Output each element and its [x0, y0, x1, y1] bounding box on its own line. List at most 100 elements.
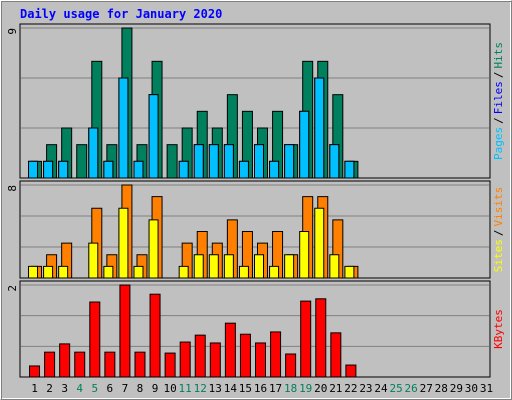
bar	[270, 331, 282, 378]
x-tick-label: 18	[284, 382, 297, 395]
legend-entry: Pages	[492, 127, 505, 160]
bar	[224, 322, 236, 378]
bar	[149, 293, 161, 378]
bar	[58, 265, 69, 279]
bar	[329, 254, 340, 279]
bar	[223, 254, 234, 279]
x-tick-label: 24	[374, 382, 388, 395]
bar	[166, 144, 178, 179]
bar	[254, 254, 264, 279]
x-tick-label: 4	[76, 382, 83, 395]
bar	[148, 94, 159, 179]
bar	[300, 300, 312, 378]
legend-separator: /	[492, 230, 505, 237]
bar	[148, 219, 159, 279]
bar	[284, 144, 295, 179]
x-tick-label: 29	[450, 382, 463, 395]
bar	[344, 265, 355, 279]
bar	[88, 127, 99, 179]
bar	[43, 160, 54, 179]
bar	[239, 333, 251, 378]
bar	[44, 351, 56, 378]
x-tick-label: 14	[224, 382, 238, 395]
bar	[103, 160, 114, 179]
x-tick-label: 15	[239, 382, 252, 395]
bar	[164, 352, 176, 378]
bar	[193, 254, 204, 279]
x-tick-label: 22	[344, 382, 357, 395]
bar	[223, 144, 234, 179]
bar	[269, 265, 280, 279]
bar	[133, 160, 144, 179]
x-tick-label: 12	[194, 382, 207, 395]
bar	[178, 160, 189, 179]
y-tick-label: 8	[6, 185, 19, 192]
bar	[269, 160, 280, 179]
bar	[314, 77, 325, 179]
legend: Pages / Files / Hits	[492, 42, 505, 160]
bar	[238, 160, 249, 179]
x-tick-label: 30	[465, 382, 478, 395]
legend-entry: Hits	[492, 42, 505, 69]
chart-title: Daily usage for January 2020	[20, 7, 222, 21]
bar	[345, 364, 357, 378]
legend: KBytes	[492, 309, 505, 349]
x-tick-label: 27	[420, 382, 433, 395]
bar	[118, 77, 129, 179]
bar	[104, 351, 116, 378]
bar	[179, 341, 191, 378]
bar	[284, 254, 295, 279]
bar	[330, 332, 342, 378]
x-tick-label: 20	[314, 382, 327, 395]
legend-entry: KBytes	[492, 309, 505, 349]
legend: Sites / Visits	[492, 187, 505, 273]
x-tick-label: 5	[91, 382, 98, 395]
bar	[43, 265, 54, 279]
legend-separator: /	[492, 72, 505, 79]
x-tick-label: 10	[163, 382, 176, 395]
bar	[208, 254, 219, 279]
y-tick-label: 9	[6, 28, 19, 35]
bar	[314, 207, 325, 279]
bar	[209, 342, 221, 378]
bar	[28, 265, 39, 279]
bar	[119, 284, 131, 378]
legend-entry: Sites	[492, 239, 505, 272]
x-tick-label: 6	[107, 382, 114, 395]
bar	[29, 365, 41, 378]
bar	[299, 231, 310, 279]
bar	[58, 160, 69, 179]
bar	[59, 343, 71, 378]
bar	[285, 353, 297, 378]
bar	[118, 207, 129, 279]
y-tick-label: 2	[6, 285, 19, 292]
bar	[133, 265, 144, 279]
bar	[208, 144, 219, 179]
bar	[344, 160, 355, 179]
bar	[194, 334, 206, 378]
bar	[28, 160, 39, 179]
x-tick-label: 11	[179, 382, 192, 395]
x-tick-label: 3	[61, 382, 68, 395]
bar	[329, 144, 340, 179]
bar	[178, 265, 189, 279]
legend-separator: /	[492, 117, 505, 124]
x-tick-label: 26	[405, 382, 418, 395]
bar	[134, 351, 146, 378]
bar	[89, 301, 101, 378]
bar	[315, 298, 327, 378]
x-tick-label: 23	[359, 382, 372, 395]
bar	[255, 342, 266, 378]
bar	[238, 265, 249, 279]
x-tick-label: 28	[435, 382, 448, 395]
x-tick-label: 2	[46, 382, 53, 395]
legend-entry: Files	[492, 81, 505, 114]
x-tick-label: 17	[269, 382, 282, 395]
x-tick-label: 9	[152, 382, 159, 395]
x-tick-label: 21	[329, 382, 342, 395]
bar	[299, 110, 310, 179]
x-tick-label: 25	[389, 382, 402, 395]
bar	[254, 144, 264, 179]
